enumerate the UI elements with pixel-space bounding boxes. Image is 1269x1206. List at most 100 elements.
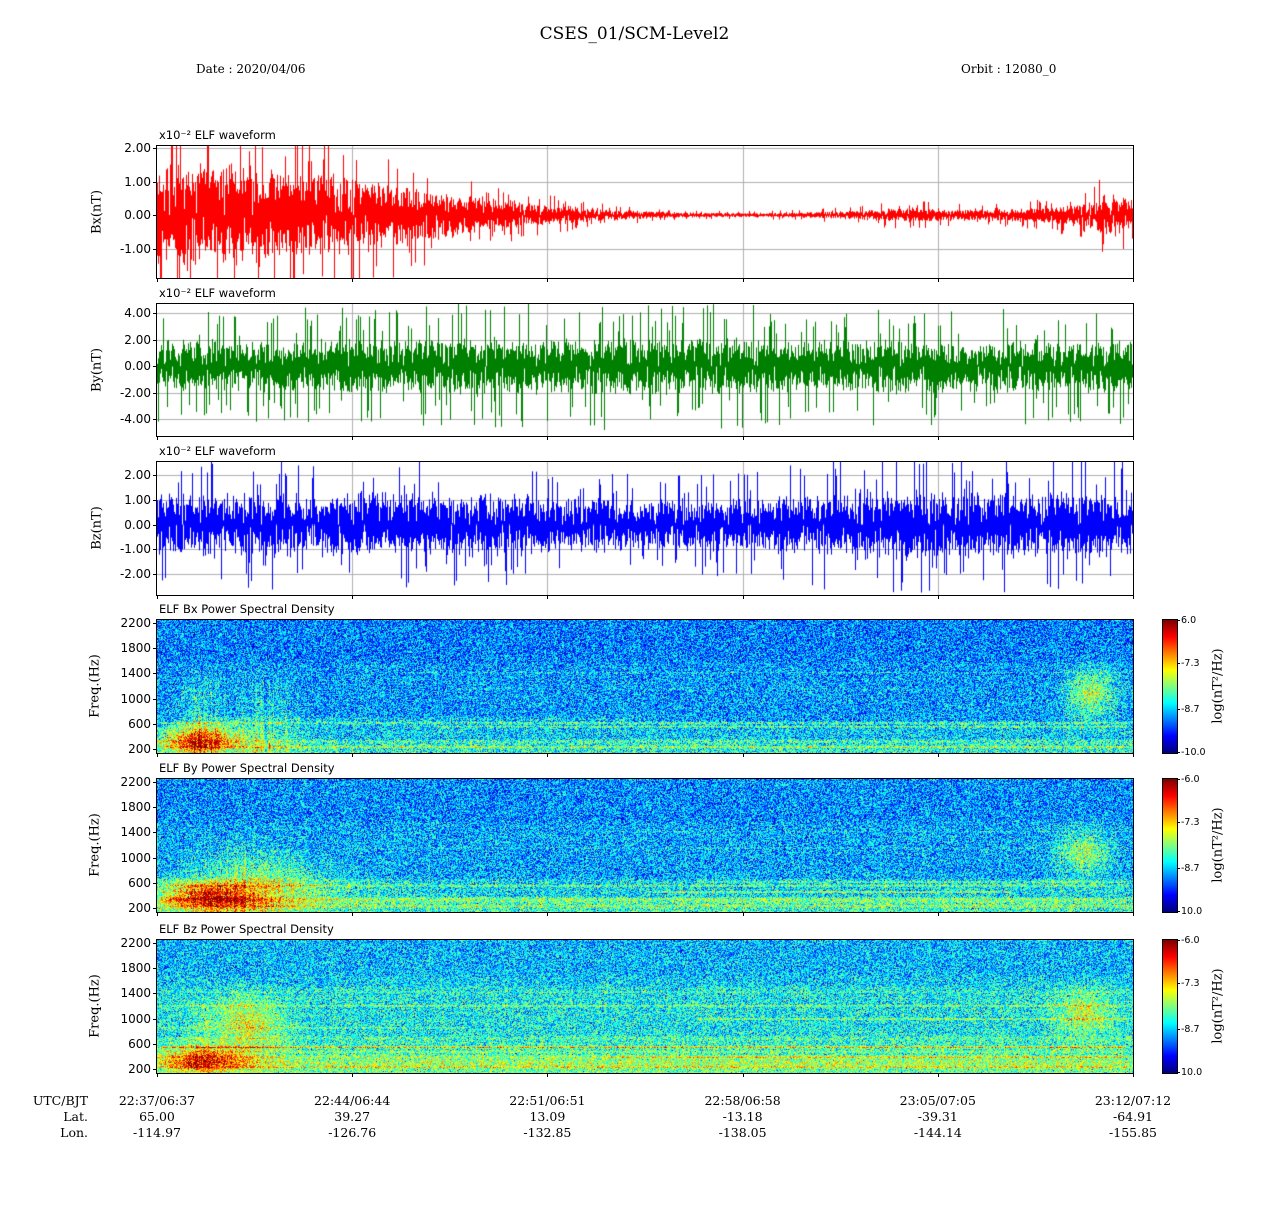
freq-tick-mark xyxy=(153,943,157,944)
lat-value: 65.00 xyxy=(139,1109,175,1124)
utc-bjt-row-label: UTC/BJT xyxy=(32,1093,88,1108)
colorbar-tick-mark xyxy=(1177,752,1180,753)
y-axis-label-freq-bz: Freq.(Hz) xyxy=(87,974,103,1038)
x-tick-mark xyxy=(547,912,548,916)
freq-tick-mark xyxy=(153,782,157,783)
y-tick-label: -2.00 xyxy=(119,385,151,400)
y-tick-label: -1.00 xyxy=(119,241,151,256)
freq-tick-mark xyxy=(153,673,157,674)
y-tick-label: -1.00 xyxy=(119,542,151,557)
y-tick-label: 0.00 xyxy=(124,208,151,222)
lon-row-label: Lon. xyxy=(60,1125,88,1140)
x-tick-mark xyxy=(547,278,548,282)
by-psd-colorbar xyxy=(1162,778,1178,913)
time-tick-label: 22:44/06:44 xyxy=(314,1093,391,1108)
freq-tick-mark xyxy=(153,1044,157,1045)
y-tick-mark xyxy=(153,366,157,367)
colorbar-tick-label: -6.0 xyxy=(1181,935,1200,946)
x-tick-mark xyxy=(1133,278,1134,282)
x-tick-mark xyxy=(938,912,939,916)
colorbar-tick-label: 10.0 xyxy=(1181,906,1203,917)
y-tick-label: 4.00 xyxy=(124,306,151,321)
lat-value: -64.91 xyxy=(1112,1109,1153,1124)
figure-title: CSES_01/SCM-Level2 xyxy=(539,24,730,44)
y-tick-mark xyxy=(153,215,157,216)
colorbar-tick-mark xyxy=(1177,868,1180,869)
x-tick-mark xyxy=(938,436,939,440)
colorbar-tick-mark xyxy=(1177,911,1180,912)
colorbar-tick-mark xyxy=(1177,940,1180,941)
freq-tick-label: 200 xyxy=(128,900,151,915)
x-tick-mark xyxy=(743,1073,744,1077)
x-tick-mark xyxy=(547,753,548,757)
x-tick-mark xyxy=(547,595,548,599)
lon-value: -126.76 xyxy=(328,1125,377,1140)
freq-tick-mark xyxy=(153,724,157,725)
x-tick-mark xyxy=(938,753,939,757)
time-tick-label: 22:51/06:51 xyxy=(509,1093,586,1108)
x-tick-mark xyxy=(938,278,939,282)
freq-tick-label: 1000 xyxy=(120,1011,151,1026)
x-tick-mark xyxy=(1133,436,1134,440)
colorbar-tick-label: -7.3 xyxy=(1181,816,1200,828)
x-tick-mark xyxy=(1133,912,1134,916)
y-axis-label-freq-by: Freq.(Hz) xyxy=(87,813,103,877)
x-tick-mark xyxy=(352,912,353,916)
panel-title-bz-psd: ELF Bz Power Spectral Density xyxy=(159,922,334,936)
y-tick-mark xyxy=(153,182,157,183)
time-tick-label: 23:12/07:12 xyxy=(1094,1093,1172,1108)
colorbar-tick-label: 6.0 xyxy=(1181,615,1197,626)
y-tick-mark xyxy=(153,313,157,314)
x-tick-mark xyxy=(743,595,744,599)
x-tick-mark xyxy=(352,1073,353,1077)
lat-row-label: Lat. xyxy=(63,1109,88,1124)
colorbar-tick-mark xyxy=(1177,1072,1180,1073)
y-tick-mark xyxy=(153,549,157,550)
freq-tick-mark xyxy=(153,1019,157,1020)
x-tick-mark xyxy=(157,1073,158,1077)
freq-tick-mark xyxy=(153,883,157,884)
colorbar-tick-label: 10.0 xyxy=(1181,1067,1203,1078)
by-waveform-plot xyxy=(156,303,1134,437)
lat-value: -39.31 xyxy=(917,1109,958,1124)
time-tick-label: 22:37/06:37 xyxy=(118,1093,196,1108)
lat-value: -13.18 xyxy=(722,1109,763,1124)
x-tick-mark xyxy=(157,278,158,282)
colorbar-tick-mark xyxy=(1177,779,1180,780)
lat-value: 39.27 xyxy=(334,1109,371,1124)
freq-tick-label: 600 xyxy=(128,1036,151,1051)
freq-tick-mark xyxy=(153,832,157,833)
x-tick-mark xyxy=(547,1073,548,1077)
colorbar-tick-label: -8.7 xyxy=(1181,1024,1200,1036)
colorbar-tick-mark xyxy=(1177,983,1180,984)
y-tick-label: 0.00 xyxy=(124,517,151,532)
freq-tick-label: 1800 xyxy=(120,800,151,815)
freq-tick-label: 2200 xyxy=(120,936,151,951)
date-label: Date : 2020/04/06 xyxy=(196,62,306,76)
lon-value: -155.85 xyxy=(1109,1125,1157,1140)
x-tick-mark xyxy=(352,436,353,440)
freq-tick-label: 1800 xyxy=(120,961,151,976)
panel-title-bx-psd: ELF Bx Power Spectral Density xyxy=(159,602,335,616)
bx-psd-spectrogram xyxy=(156,619,1134,754)
x-tick-mark xyxy=(157,436,158,440)
freq-tick-label: 1000 xyxy=(120,850,151,865)
freq-tick-mark xyxy=(153,623,157,624)
x-tick-mark xyxy=(743,912,744,916)
freq-tick-mark xyxy=(153,699,157,700)
y-tick-label: 1.00 xyxy=(124,174,151,189)
colorbar-label-by: log(nT²/Hz) xyxy=(1210,807,1226,883)
panel-title-bz-waveform: x10⁻² ELF waveform xyxy=(159,444,276,458)
freq-tick-label: 1000 xyxy=(120,691,151,706)
y-tick-mark xyxy=(153,249,157,250)
y-tick-label: -2.00 xyxy=(119,566,151,581)
x-tick-mark xyxy=(938,1073,939,1077)
lon-value: -138.05 xyxy=(718,1125,767,1140)
x-tick-mark xyxy=(743,436,744,440)
orbit-label: Orbit : 12080_0 xyxy=(961,62,1057,76)
colorbar-tick-label: -7.3 xyxy=(1181,977,1200,989)
colorbar-tick-label: -8.7 xyxy=(1181,863,1200,875)
colorbar-tick-label: -6.0 xyxy=(1181,774,1200,785)
x-tick-mark xyxy=(157,753,158,757)
colorbar-label-bx: log(nT²/Hz) xyxy=(1210,648,1226,724)
